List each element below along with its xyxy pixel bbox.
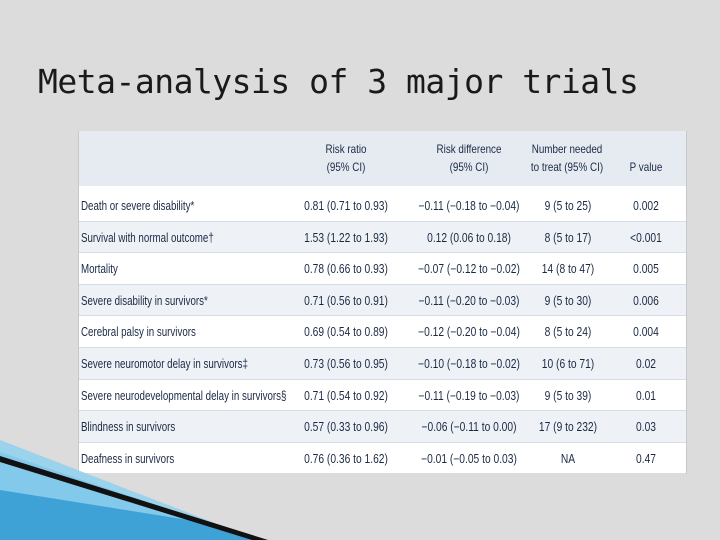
cell-p-value: 0.006 xyxy=(633,293,659,308)
cell-nnt: 8 (5 to 17) xyxy=(544,230,592,245)
cell-risk-ratio: 0.69 (0.54 to 0.89) xyxy=(304,325,388,340)
cell-risk-ratio: 1.53 (1.22 to 1.93) xyxy=(304,230,388,245)
cell-nnt: 9 (5 to 39) xyxy=(544,388,592,403)
results-table: Risk ratio (95% CI) Risk difference (95%… xyxy=(78,131,687,474)
table-row: Mortality 0.78 (0.66 to 0.93) −0.07 (−0.12… xyxy=(79,253,686,285)
cell-nnt: NA xyxy=(560,451,576,466)
table-row: Severe neuromotor delay in survivors‡ 0.7… xyxy=(79,348,686,380)
cell-outcome: Cerebral palsy in survivors xyxy=(81,325,196,340)
cell-risk-difference: −0.11 (−0.18 to −0.04) xyxy=(418,199,520,213)
cell-p-value: 0.002 xyxy=(633,199,659,213)
cell-outcome: Severe neuromotor delay in survivors‡ xyxy=(81,357,248,371)
cell-outcome: Survival with normal outcome† xyxy=(81,230,214,245)
cell-p-value: 0.005 xyxy=(633,262,659,277)
table-row: Cerebral palsy in survivors 0.69 (0.54 to… xyxy=(79,316,686,348)
cell-risk-ratio: 0.76 (0.36 to 1.62) xyxy=(304,451,388,466)
cell-outcome: Mortality xyxy=(81,262,118,277)
cell-outcome: Deafness in survivors xyxy=(81,451,175,466)
header-nnt: Number needed to treat (95% CI) xyxy=(530,142,604,174)
table-row: Survival with normal outcome† 1.53 (1.22 … xyxy=(79,221,686,254)
cell-p-value: 0.02 xyxy=(636,357,656,371)
cell-risk-ratio: 0.71 (0.54 to 0.92) xyxy=(304,388,388,403)
cell-nnt: 17 (9 to 232) xyxy=(538,420,598,435)
table-header: Risk ratio (95% CI) Risk difference (95%… xyxy=(79,131,686,186)
cell-nnt: 10 (6 to 71) xyxy=(541,357,595,371)
cell-p-value: 0.47 xyxy=(636,451,656,466)
table-row: Blindness in survivors 0.57 (0.33 to 0.96… xyxy=(79,411,686,443)
table-row: Severe neurodevelopmental delay in survi… xyxy=(79,380,686,412)
cell-risk-ratio: 0.73 (0.56 to 0.95) xyxy=(304,357,388,371)
header-p-value: P value xyxy=(629,160,663,174)
cell-risk-ratio: 0.57 (0.33 to 0.96) xyxy=(304,420,388,435)
cell-nnt: 9 (5 to 25) xyxy=(544,199,592,213)
swoosh-light-band xyxy=(0,440,220,525)
cell-p-value: 0.03 xyxy=(636,420,656,435)
cell-p-value: 0.004 xyxy=(633,325,659,340)
cell-nnt: 9 (5 to 30) xyxy=(544,293,592,308)
table-row: Death or severe disability* 0.81 (0.71 to… xyxy=(79,190,686,222)
swoosh-dark-line xyxy=(0,456,268,540)
cell-p-value: 0.01 xyxy=(636,388,656,403)
cell-risk-difference: 0.12 (0.06 to 0.18) xyxy=(427,230,511,245)
table-row: Deafness in survivors 0.76 (0.36 to 1.62)… xyxy=(79,443,686,475)
cell-outcome: Severe neurodevelopmental delay in survi… xyxy=(81,388,287,403)
cell-risk-ratio: 0.81 (0.71 to 0.93) xyxy=(304,199,388,213)
cell-risk-difference: −0.01 (−0.05 to 0.03) xyxy=(421,451,517,466)
header-risk-difference: Risk difference (95% CI) xyxy=(436,142,502,174)
cell-outcome: Severe disability in survivors* xyxy=(81,293,208,308)
table-row: Severe disability in survivors* 0.71 (0.5… xyxy=(79,284,686,317)
cell-risk-difference: −0.06 (−0.11 to 0.00) xyxy=(421,420,517,435)
cell-outcome: Death or severe disability* xyxy=(81,199,195,213)
cell-p-value: <0.001 xyxy=(630,230,662,245)
cell-risk-difference: −0.11 (−0.19 to −0.03) xyxy=(418,388,520,403)
header-risk-ratio: Risk ratio (95% CI) xyxy=(325,142,367,174)
decorative-swoosh xyxy=(0,440,268,540)
cell-risk-ratio: 0.71 (0.56 to 0.91) xyxy=(304,293,388,308)
cell-risk-difference: −0.07 (−0.12 to −0.02) xyxy=(418,262,520,277)
cell-nnt: 14 (8 to 47) xyxy=(541,262,595,277)
cell-risk-ratio: 0.78 (0.66 to 0.93) xyxy=(304,262,388,277)
cell-outcome: Blindness in survivors xyxy=(81,420,176,435)
cell-risk-difference: −0.10 (−0.18 to −0.02) xyxy=(418,357,520,371)
cell-risk-difference: −0.11 (−0.20 to −0.03) xyxy=(418,293,520,308)
cell-nnt: 8 (5 to 24) xyxy=(544,325,592,340)
slide-title: Meta-analysis of 3 major trials xyxy=(38,62,639,101)
cell-risk-difference: −0.12 (−0.20 to −0.04) xyxy=(418,325,520,340)
